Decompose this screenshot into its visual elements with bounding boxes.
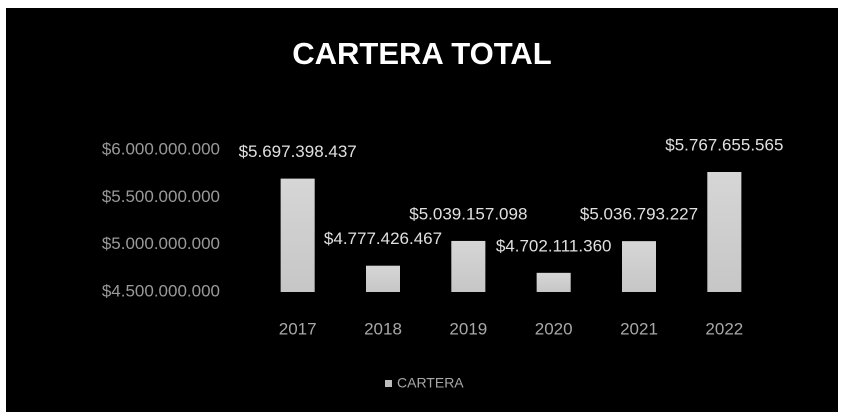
data-label: $5.697.398.437 xyxy=(239,142,357,161)
bar-shade xyxy=(280,178,315,292)
data-label: $5.039.157.098 xyxy=(409,204,527,223)
y-tick-label: $6.000.000.000 xyxy=(102,139,220,158)
x-tick-label: 2022 xyxy=(705,319,743,338)
x-tick-label: 2017 xyxy=(279,319,317,338)
chart-title: CARTERA TOTAL xyxy=(292,36,551,71)
bar-shade xyxy=(451,240,486,292)
bar-shade xyxy=(707,171,742,292)
x-tick-label: 2021 xyxy=(620,319,658,338)
y-tick-label: $5.000.000.000 xyxy=(102,234,220,253)
legend-swatch xyxy=(385,380,392,387)
legend-label: CARTERA xyxy=(397,375,464,391)
chart-background xyxy=(6,8,838,412)
data-label: $5.036.793.227 xyxy=(580,205,698,224)
y-tick-label: $4.500.000.000 xyxy=(102,281,220,300)
data-label: $4.777.426.467 xyxy=(324,229,442,248)
bar-shade xyxy=(366,265,400,292)
y-tick-label: $5.500.000.000 xyxy=(102,187,220,206)
x-tick-label: 2018 xyxy=(364,319,402,338)
bar-shade xyxy=(536,272,571,292)
x-tick-label: 2019 xyxy=(449,319,487,338)
bar-shade xyxy=(622,241,656,292)
data-label: $5.767.655.565 xyxy=(665,135,783,154)
data-label: $4.702.111.360 xyxy=(496,236,612,255)
x-tick-label: 2020 xyxy=(535,319,573,338)
